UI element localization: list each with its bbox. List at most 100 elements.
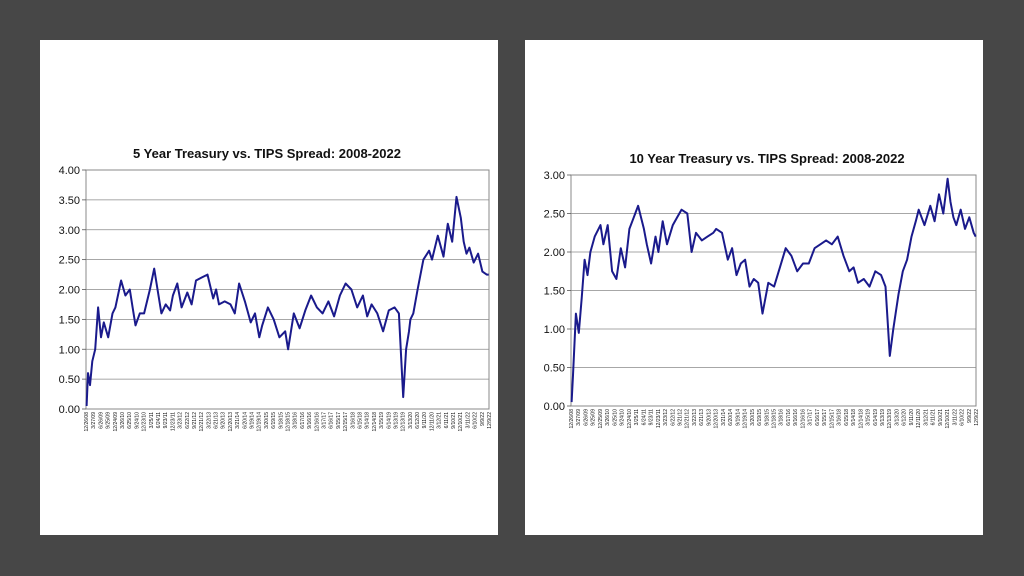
x-tick-label: 6/12/20: [902, 409, 908, 426]
x-tick-label: 9/9/22: [967, 409, 973, 423]
series-line: [570, 177, 977, 403]
x-tick-label: 6/21/13: [699, 409, 705, 426]
x-tick-label: 6/21/13: [214, 412, 220, 429]
x-tick-label: 3/16/18: [837, 409, 843, 426]
chart-10yr-svg: 10 Year Treasury vs. TIPS Spread: 2008-2…: [544, 151, 980, 429]
x-tick-label: 12/26/08: [569, 409, 575, 429]
x-tick-label: 12/23/10: [142, 412, 148, 432]
x-tick-label: 6/14/19: [386, 412, 392, 429]
x-tick-label: 9/11/20: [422, 412, 428, 429]
y-tick-label: 0.00: [59, 404, 80, 416]
x-tick-label: 12/9/22: [974, 409, 980, 426]
x-tick-label: 6/14/19: [873, 409, 879, 426]
chart-title: 5 Year Treasury vs. TIPS Spread: 2008-20…: [133, 146, 401, 161]
x-tick-label: 3/22/13: [206, 412, 212, 429]
x-tick-label: 3/11/22: [952, 409, 958, 426]
y-tick-label: 2.50: [59, 255, 80, 267]
x-tick-label: 6/24/11: [641, 409, 647, 426]
y-tick-label: 4.00: [59, 165, 80, 177]
x-tick-label: 12/13/19: [401, 412, 407, 432]
x-tick-label: 6/22/12: [670, 409, 676, 426]
x-tick-label: 3/27/09: [91, 412, 97, 429]
x-tick-label: 6/11/21: [444, 412, 450, 429]
x-tick-label: 6/12/20: [415, 412, 421, 429]
x-tick-label: 12/11/20: [429, 412, 435, 431]
x-tick-label: 12/21/12: [685, 409, 691, 429]
x-tick-label: 9/20/13: [706, 409, 712, 426]
x-tick-label: 9/14/18: [365, 412, 371, 429]
x-tick-label: 12/10/21: [945, 409, 951, 429]
y-tick-label: 3.50: [59, 195, 80, 207]
x-tick-label: 3/18/16: [293, 412, 299, 429]
x-tick-label: 3/13/20: [408, 412, 414, 429]
x-tick-label: 3/13/20: [894, 409, 900, 426]
x-tick-label: 3/17/17: [321, 412, 327, 429]
x-tick-label: 3/26/10: [120, 412, 126, 429]
x-tick-label: 12/24/09: [113, 412, 119, 432]
x-tick-label: 12/9/22: [487, 412, 493, 429]
x-tick-label: 12/18/15: [772, 409, 778, 429]
y-tick-label: 3.00: [59, 225, 80, 237]
y-tick-label: 1.00: [59, 344, 80, 356]
x-tick-label: 9/14/18: [851, 409, 857, 426]
x-tick-label: 3/17/17: [808, 409, 814, 426]
y-tick-label: 2.00: [544, 247, 565, 259]
chart-5yr-svg: 5 Year Treasury vs. TIPS Spread: 2008-20…: [59, 146, 493, 432]
x-tick-label: 12/19/14: [257, 412, 263, 432]
x-tick-label: 12/11/20: [916, 409, 922, 428]
x-tick-label: 9/20/13: [221, 412, 227, 429]
x-tick-label: 6/17/16: [300, 412, 306, 429]
x-tick-label: 3/22/13: [692, 409, 698, 426]
y-tick-label: 1.00: [544, 324, 565, 336]
x-tick-label: 6/15/18: [844, 409, 850, 426]
x-tick-label: 3/27/09: [576, 409, 582, 426]
x-tick-label: 12/10/21: [458, 412, 464, 432]
x-tick-label: 6/22/12: [185, 412, 191, 429]
x-tick-label: 9/24/10: [620, 409, 626, 426]
x-tick-label: 12/23/11: [170, 412, 176, 431]
x-tick-label: 6/10/22: [473, 412, 479, 429]
x-tick-label: 9/13/19: [393, 412, 399, 429]
chart-panel-10yr: 10 Year Treasury vs. TIPS Spread: 2008-2…: [525, 40, 983, 535]
x-tick-label: 9/13/19: [880, 409, 886, 426]
x-tick-label: 3/26/10: [605, 409, 611, 426]
x-tick-label: 9/21/12: [192, 412, 198, 429]
x-tick-label: 9/15/17: [336, 412, 342, 429]
x-tick-label: 9/18/15: [278, 412, 284, 429]
chart-title: 10 Year Treasury vs. TIPS Spread: 2008-2…: [629, 151, 904, 166]
x-tick-label: 3/11/22: [465, 412, 471, 429]
x-tick-label: 9/15/17: [822, 409, 828, 426]
x-tick-label: 12/24/10: [627, 409, 633, 429]
x-tick-label: 9/25/09: [591, 409, 597, 426]
x-tick-label: 12/20/13: [714, 409, 720, 429]
y-tick-label: 3.00: [544, 170, 565, 182]
x-tick-label: 6/17/16: [786, 409, 792, 426]
x-tick-label: 6/19/15: [271, 412, 277, 429]
x-tick-label: 9/16/16: [793, 409, 799, 426]
x-tick-label: 12/16/16: [314, 412, 320, 432]
x-tick-label: 3/23/12: [178, 412, 184, 429]
y-tick-label: 0.50: [59, 374, 80, 386]
x-tick-label: 6/11/21: [931, 409, 937, 426]
y-tick-label: 1.50: [59, 314, 80, 326]
x-tick-label: 6/15/18: [357, 412, 363, 429]
x-tick-label: 9/11/20: [909, 409, 915, 426]
x-tick-label: 3/21/14: [721, 409, 727, 426]
x-tick-label: 9/25/09: [106, 412, 112, 429]
x-tick-label: 12/14/18: [858, 409, 864, 429]
x-tick-label: 6/16/17: [815, 409, 821, 426]
x-tick-label: 6/25/10: [612, 409, 618, 426]
x-tick-label: 9/18/15: [764, 409, 770, 426]
x-tick-label: 9/24/10: [134, 412, 140, 429]
x-tick-label: 9/16/16: [307, 412, 313, 429]
x-tick-label: 3/12/21: [923, 409, 929, 426]
x-tick-label: 12/15/17: [829, 409, 835, 429]
x-tick-label: 6/25/10: [127, 412, 133, 429]
x-tick-label: 12/21/12: [199, 412, 205, 432]
x-tick-label: 12/26/08: [84, 412, 90, 432]
x-tick-label: 6/24/11: [156, 412, 162, 429]
x-tick-label: 3/23/12: [663, 409, 669, 426]
x-tick-label: 9/21/12: [677, 409, 683, 426]
x-tick-label: 9/10/21: [938, 409, 944, 426]
x-tick-label: 3/20/15: [750, 409, 756, 426]
